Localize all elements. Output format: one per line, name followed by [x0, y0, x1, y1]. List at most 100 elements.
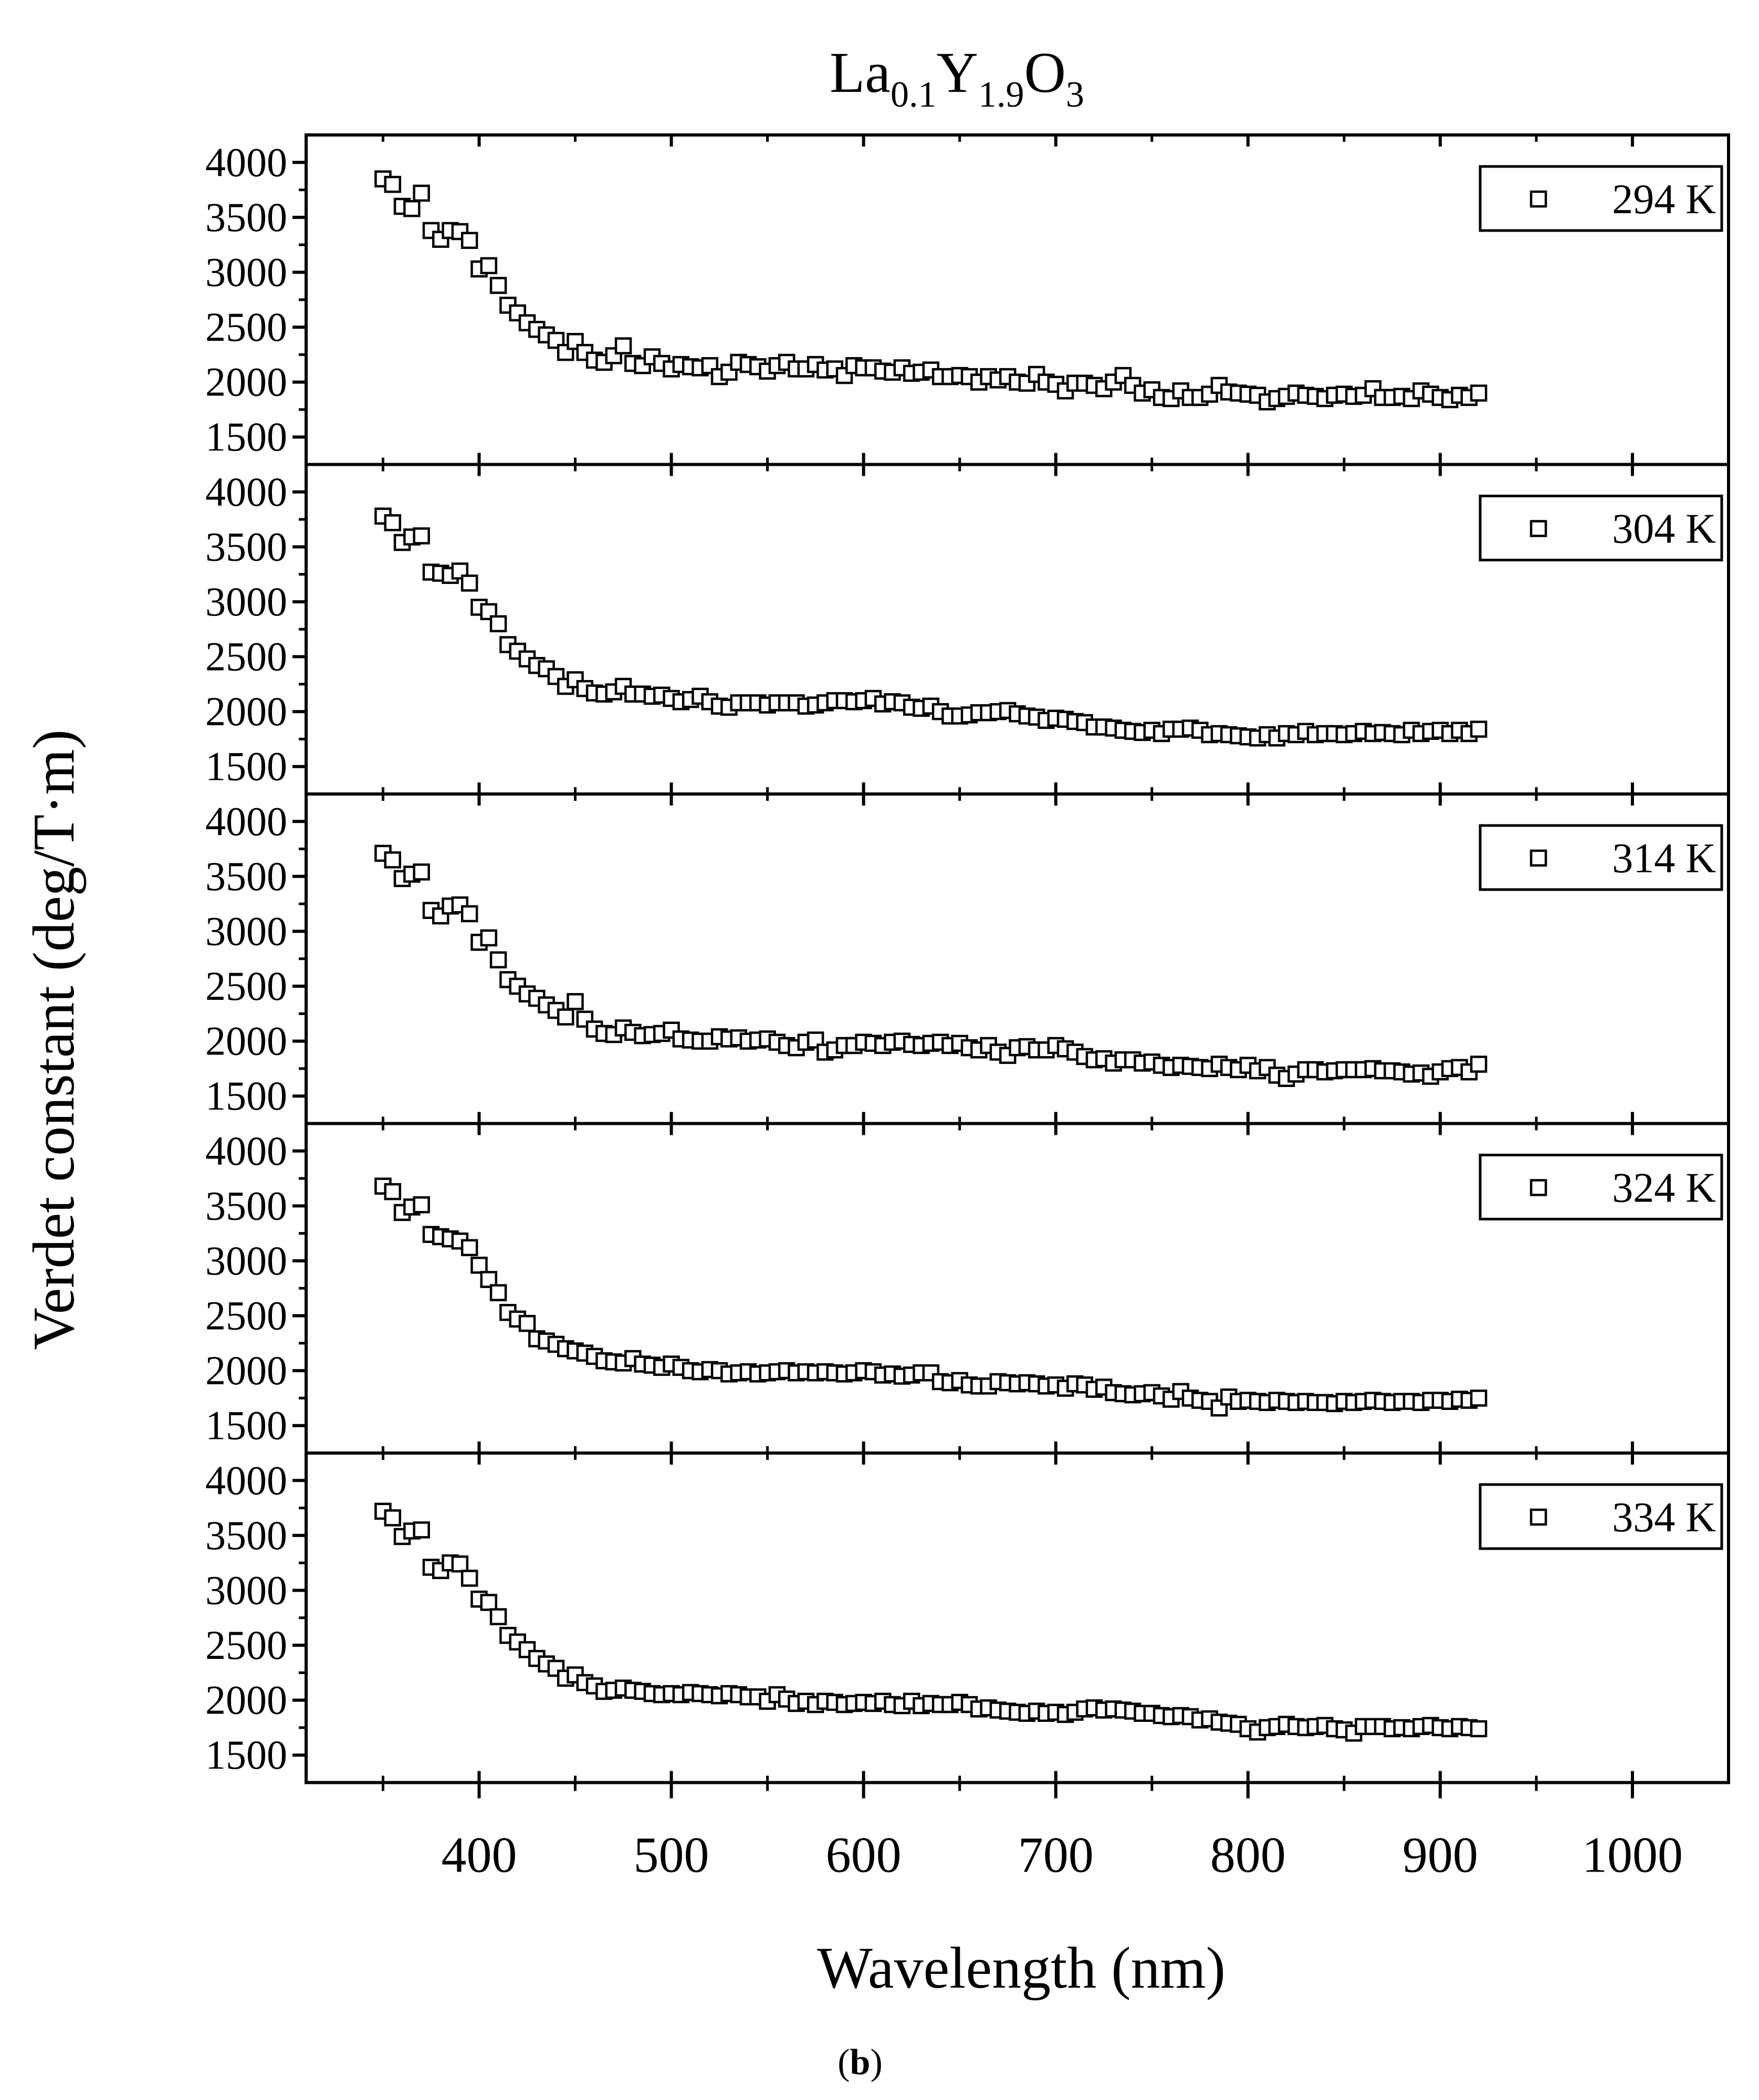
y-tick-label: 1500: [205, 1403, 287, 1448]
data-point: [489, 951, 507, 969]
data-point: [1470, 384, 1488, 402]
y-tick-label: 4000: [205, 1457, 287, 1503]
data-point: [1412, 1394, 1430, 1412]
y-tick-label: 4000: [205, 139, 287, 185]
data-point: [1470, 1056, 1488, 1073]
y-tick-label: 2000: [205, 688, 287, 734]
chart-title-sub2: 1.9: [978, 75, 1024, 115]
data-point: [451, 1555, 469, 1573]
data-point: [384, 175, 401, 193]
data-point: [807, 1031, 824, 1049]
legend-box: [1479, 165, 1723, 232]
x-tick-label: 500: [634, 1827, 709, 1883]
data-point: [413, 1196, 430, 1214]
legend: 304 K: [1479, 495, 1723, 561]
panel-4: 1500 2000 2500 3000 3500 4000 334 K: [205, 1451, 1730, 1784]
legend: 314 K: [1479, 824, 1723, 891]
y-tick-label: 3500: [205, 1183, 287, 1228]
y-tick-label: 2000: [205, 1347, 287, 1393]
legend: 334 K: [1479, 1483, 1723, 1550]
legend-marker: [1530, 190, 1547, 208]
y-tick-label: 4000: [205, 798, 287, 844]
y-tick-label: 3000: [205, 908, 287, 954]
data-point: [557, 1008, 574, 1026]
legend-marker: [1530, 849, 1547, 867]
data-point: [384, 514, 401, 531]
data-point: [460, 905, 478, 923]
data-point: [489, 277, 507, 294]
y-tick-label: 1500: [205, 414, 287, 459]
data-point: [835, 367, 853, 384]
y-tick-label: 1500: [205, 744, 287, 789]
chart-title-sub3: 3: [1066, 75, 1084, 115]
y-axis-title: Verdet constant (deg/T·m): [22, 729, 87, 1350]
legend-label: 314 K: [1612, 835, 1716, 882]
y-tick-label: 1500: [205, 1732, 287, 1778]
y-tick-label: 3500: [205, 194, 287, 240]
data-point: [768, 1686, 786, 1704]
legend-marker: [1530, 520, 1547, 537]
data-point: [413, 184, 430, 202]
data-point: [567, 993, 584, 1010]
data-point: [999, 1047, 1017, 1064]
caption-open: (: [837, 2042, 850, 2083]
data-point: [403, 200, 421, 217]
data-point: [480, 257, 498, 275]
legend-label: 304 K: [1612, 506, 1716, 552]
panel-0: 1500 2000 2500 3000 3500 4000 294 K: [205, 133, 1730, 466]
y-tick-label: 3000: [205, 579, 287, 624]
caption-letter: b: [850, 2042, 871, 2083]
data-point: [460, 1239, 478, 1257]
data-point: [413, 1521, 430, 1539]
y-tick-label: 2500: [205, 304, 287, 350]
x-tick-label: 700: [1018, 1827, 1094, 1883]
panel-1: 1500 2000 2500 3000 3500 4000 304 K: [205, 463, 1730, 796]
data-point: [413, 863, 430, 881]
chart-title-o: O: [1024, 40, 1065, 105]
data-point: [1201, 385, 1218, 403]
x-axis: 400 500 600 700 800 900 1000: [381, 1782, 1683, 1883]
data-point: [547, 1659, 565, 1677]
data-point: [451, 562, 469, 580]
legend-box: [1479, 824, 1723, 891]
panel-3: 1500 2000 2500 3000 3500 4000 324 K: [205, 1122, 1730, 1455]
chart-title-y: Y: [937, 40, 978, 105]
x-tick-label: 900: [1402, 1827, 1478, 1883]
legend-label: 294 K: [1612, 176, 1716, 223]
y-tick-label: 2000: [205, 1018, 287, 1064]
data-point: [1210, 1399, 1228, 1417]
legend-marker: [1530, 1179, 1547, 1196]
y-tick-label: 4000: [205, 1128, 287, 1174]
data-point: [460, 1570, 478, 1587]
data-point: [1470, 720, 1488, 738]
data-point: [384, 1509, 401, 1527]
legend: 294 K: [1479, 165, 1723, 232]
figure-caption: (b): [837, 2042, 883, 2083]
x-tick-label: 800: [1210, 1827, 1286, 1883]
data-point: [1470, 1389, 1488, 1407]
legend-box: [1479, 1483, 1723, 1550]
data-point: [470, 1257, 488, 1274]
y-tick-label: 2500: [205, 1293, 287, 1339]
data-point: [614, 337, 632, 354]
legend-marker: [1530, 1508, 1547, 1526]
y-tick-label: 3500: [205, 1512, 287, 1558]
panel-2: 1500 2000 2500 3000 3500 4000 314 K: [205, 792, 1730, 1125]
data-point: [470, 599, 488, 616]
y-tick-label: 4000: [205, 469, 287, 515]
data-point: [605, 347, 622, 364]
data-point: [480, 1271, 498, 1288]
x-tick-label: 1000: [1582, 1827, 1683, 1883]
legend-box: [1479, 1154, 1723, 1220]
y-tick-label: 3500: [205, 853, 287, 899]
data-point: [489, 1284, 507, 1301]
caption-close: ): [870, 2042, 882, 2083]
legend-box: [1479, 495, 1723, 561]
y-tick-label: 2000: [205, 359, 287, 405]
data-point: [384, 1183, 401, 1200]
data-point: [460, 574, 478, 592]
legend: 324 K: [1479, 1154, 1723, 1220]
data-point: [663, 1021, 680, 1039]
data-point: [489, 615, 507, 633]
